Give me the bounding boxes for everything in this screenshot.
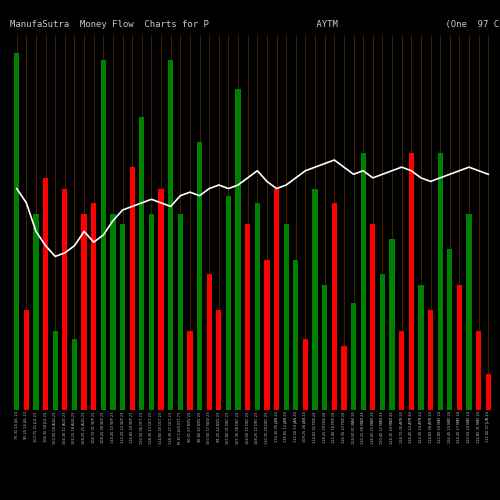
Bar <box>418 285 424 410</box>
Bar <box>188 332 192 410</box>
Bar <box>52 332 58 410</box>
Bar <box>486 374 491 410</box>
Bar <box>466 214 471 410</box>
Bar <box>264 260 270 410</box>
Bar <box>24 310 29 410</box>
Bar <box>178 214 183 410</box>
Bar <box>399 332 404 410</box>
Bar <box>456 285 462 410</box>
Bar <box>254 203 260 410</box>
Bar <box>120 224 125 410</box>
Bar <box>149 214 154 410</box>
Bar <box>408 153 414 410</box>
Bar <box>390 238 394 410</box>
Bar <box>130 167 135 410</box>
Bar <box>72 338 77 410</box>
Bar <box>284 224 289 410</box>
Bar <box>476 332 482 410</box>
Bar <box>380 274 385 410</box>
Bar <box>139 117 144 410</box>
Bar <box>168 60 173 410</box>
Bar <box>293 260 298 410</box>
Bar <box>110 214 116 410</box>
Bar <box>447 250 452 410</box>
Bar <box>236 88 240 410</box>
Bar <box>360 153 366 410</box>
Bar <box>245 224 250 410</box>
Bar <box>226 196 231 410</box>
Bar <box>438 153 443 410</box>
Bar <box>91 203 96 410</box>
Bar <box>82 214 86 410</box>
Bar <box>428 310 433 410</box>
Bar <box>303 338 308 410</box>
Bar <box>197 142 202 410</box>
Bar <box>216 310 222 410</box>
Bar <box>332 203 337 410</box>
Bar <box>370 224 376 410</box>
Bar <box>351 303 356 410</box>
Bar <box>14 53 20 410</box>
Bar <box>206 274 212 410</box>
Bar <box>322 285 328 410</box>
Bar <box>100 60 106 410</box>
Bar <box>34 214 38 410</box>
Bar <box>274 188 279 410</box>
Bar <box>62 188 68 410</box>
Text: ManufaSutra  Money Flow  Charts for P                    AYTM                   : ManufaSutra Money Flow Charts for P AYTM <box>10 20 499 29</box>
Bar <box>43 178 49 410</box>
Bar <box>158 188 164 410</box>
Bar <box>312 188 318 410</box>
Bar <box>342 346 346 410</box>
